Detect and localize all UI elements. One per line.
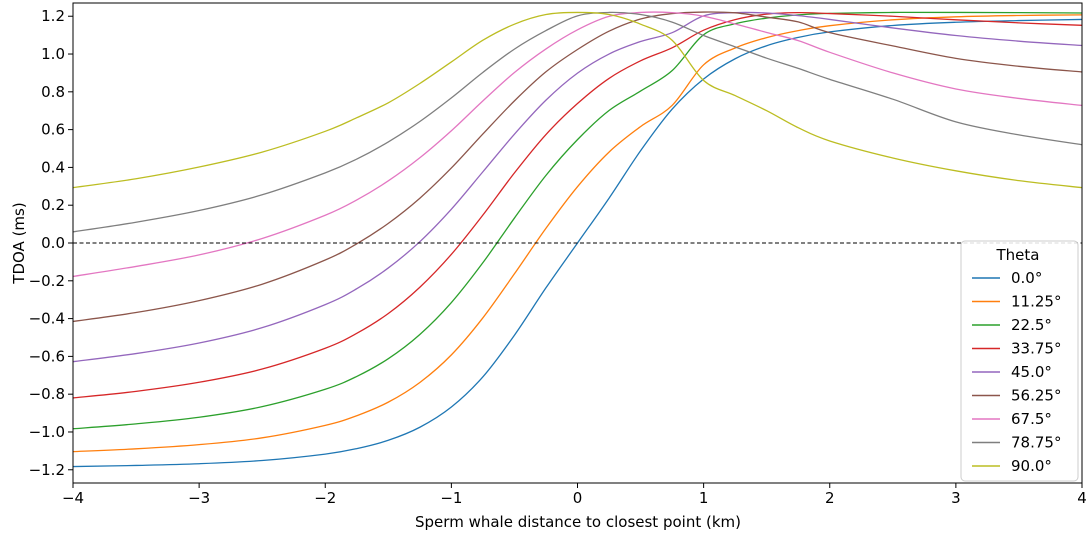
series-line-1 bbox=[73, 14, 1082, 453]
legend-items: 0.0° 11.25° 22.5° 33.75° 45.0° 56.25° 67.5° 78.… bbox=[972, 269, 1061, 475]
x-tick-label: 2 bbox=[825, 489, 835, 507]
series-line-3 bbox=[73, 11, 1082, 399]
legend-title: Theta bbox=[996, 246, 1040, 264]
x-tick-label: 0 bbox=[573, 489, 583, 507]
y-tick-label: −1.2 bbox=[29, 461, 65, 479]
y-tick-label: −0.6 bbox=[29, 347, 65, 365]
series-line-5 bbox=[73, 11, 1082, 323]
legend-entry-label: 90.0° bbox=[1011, 457, 1052, 475]
y-tick-label: 0.8 bbox=[41, 83, 65, 101]
x-tick-label: −4 bbox=[62, 489, 84, 507]
y-axis-label: TDOA (ms) bbox=[10, 202, 28, 284]
y-tick-label: 1.0 bbox=[41, 45, 65, 63]
series-line-2 bbox=[73, 11, 1082, 430]
series-line-7 bbox=[73, 11, 1082, 233]
x-tick-label: −1 bbox=[440, 489, 462, 507]
y-tick-label: −1.0 bbox=[29, 423, 65, 441]
legend-entry-label: 33.75° bbox=[1011, 340, 1061, 358]
y-tick-label: −0.4 bbox=[29, 310, 65, 328]
series-line-6 bbox=[73, 11, 1082, 278]
series-line-4 bbox=[73, 11, 1082, 363]
series-lines bbox=[73, 11, 1082, 468]
y-tick-label: −0.2 bbox=[29, 272, 65, 290]
x-axis-label: Sperm whale distance to closest point (k… bbox=[415, 513, 741, 531]
x-axis-ticks: −4 −3 −2 −1 0 1 2 3 4 bbox=[62, 483, 1087, 507]
legend-entry-label: 56.25° bbox=[1011, 387, 1061, 405]
y-tick-label: 0.6 bbox=[41, 121, 65, 139]
series-line-8 bbox=[73, 11, 1082, 189]
y-tick-label: 1.2 bbox=[41, 7, 65, 25]
y-axis-ticks: 1.2 1.0 0.8 0.6 0.4 0.2 0.0 −0.2 −0.4 −0.6 −0.8 −1.… bbox=[29, 7, 73, 479]
legend-entry-label: 67.5° bbox=[1011, 410, 1052, 428]
legend-entry-label: 11.25° bbox=[1011, 293, 1061, 311]
x-tick-label: −3 bbox=[188, 489, 210, 507]
legend-entry-label: 78.75° bbox=[1011, 434, 1061, 452]
y-tick-label: 0.2 bbox=[41, 196, 65, 214]
legend-entry-label: 45.0° bbox=[1011, 363, 1052, 381]
legend: Theta 0.0° 11.25° 22.5° 33.75° 45.0° 56.25° 67… bbox=[960, 240, 1079, 482]
y-tick-label: −0.8 bbox=[29, 385, 65, 403]
x-tick-label: 1 bbox=[699, 489, 709, 507]
x-tick-label: 3 bbox=[951, 489, 961, 507]
x-tick-label: 4 bbox=[1077, 489, 1087, 507]
y-tick-label: 0.0 bbox=[41, 234, 65, 252]
legend-entry-label: 22.5° bbox=[1011, 316, 1052, 334]
x-tick-label: −2 bbox=[314, 489, 336, 507]
legend-entry-label: 0.0° bbox=[1011, 269, 1042, 287]
y-tick-label: 0.4 bbox=[41, 158, 65, 176]
